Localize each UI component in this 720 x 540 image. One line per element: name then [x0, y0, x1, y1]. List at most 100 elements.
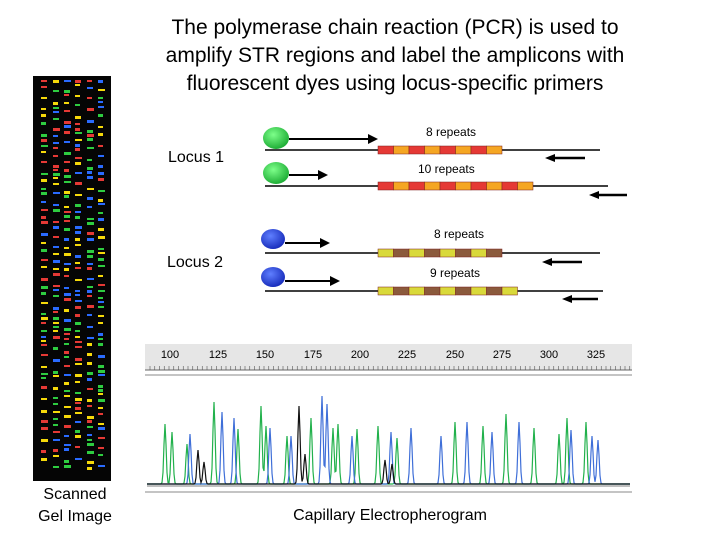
- gel-band: [41, 458, 47, 461]
- tick-label-250: 250: [446, 349, 464, 361]
- gel-band: [64, 125, 71, 128]
- gel-band: [53, 253, 59, 255]
- gel-band: [98, 258, 104, 261]
- gel-band: [64, 390, 70, 392]
- gel-band: [87, 222, 94, 225]
- title-line-2: amplify STR regions and label the amplic…: [165, 44, 625, 67]
- gel-band: [87, 314, 92, 316]
- gel-band: [53, 307, 59, 310]
- gel-band: [64, 253, 71, 256]
- gel-band: [75, 128, 80, 131]
- gel-band: [53, 236, 59, 238]
- gel-band: [98, 106, 104, 108]
- gel-band: [41, 209, 48, 211]
- gel-band: [53, 403, 58, 405]
- gel-band: [98, 126, 103, 128]
- gel-band: [41, 134, 47, 137]
- gel-band: [75, 144, 80, 147]
- gel-band: [75, 84, 80, 86]
- gel-band: [87, 138, 93, 141]
- electropherogram-traces: [147, 395, 630, 487]
- gel-band: [64, 395, 70, 397]
- locus-2-allele-a-repeats: [377, 248, 503, 258]
- locus-2-allele-b-label: 9 repeats: [430, 266, 481, 280]
- gel-band: [41, 302, 48, 304]
- gel-band: [64, 131, 70, 134]
- tick-label-125: 125: [209, 349, 227, 361]
- gel-band: [87, 232, 94, 235]
- gel-band: [64, 415, 71, 418]
- gel-band: [98, 89, 105, 91]
- gel-band: [75, 363, 82, 365]
- gel-band: [53, 260, 60, 263]
- gel-band: [98, 385, 103, 388]
- gel-band: [64, 175, 71, 178]
- gel-band: [98, 101, 103, 103]
- gel-band: [53, 411, 60, 413]
- gel-band: [41, 344, 47, 346]
- locus-1-allele-b-reverse-primer: [589, 191, 627, 199]
- gel-band: [75, 430, 80, 433]
- gel-band: [87, 134, 94, 137]
- gel-band: [75, 412, 82, 414]
- gel-band: [87, 451, 94, 454]
- gel-band: [41, 278, 48, 281]
- gel-band: [64, 110, 70, 112]
- tick-label-300: 300: [540, 349, 558, 361]
- gel-band: [41, 317, 48, 320]
- gel-band: [53, 80, 59, 83]
- gel-band: [98, 165, 103, 168]
- gel-band: [75, 139, 82, 141]
- gel-band: [64, 141, 70, 143]
- gel-band: [53, 273, 60, 276]
- gel-band: [98, 365, 104, 368]
- gel-band: [98, 389, 103, 392]
- gel-band: [64, 102, 69, 104]
- gel-band: [64, 406, 71, 408]
- gel-band: [75, 435, 81, 438]
- gel-band: [64, 298, 71, 301]
- gel-band: [64, 181, 71, 183]
- gel-band: [53, 347, 58, 350]
- gel-band: [41, 366, 47, 368]
- gel-band: [53, 155, 58, 157]
- gel-band: [75, 267, 81, 269]
- gel-band: [41, 313, 46, 315]
- gel-band: [41, 259, 48, 261]
- gel-band: [87, 290, 92, 293]
- gel-band: [64, 215, 70, 218]
- gel-band: [64, 191, 70, 194]
- locus-2-allele-b-dye: [261, 267, 285, 287]
- gel-band: [53, 439, 60, 441]
- locus-2-allele-a-forward-primer: [285, 238, 330, 248]
- gel-band: [87, 218, 94, 220]
- gel-band: [75, 458, 82, 460]
- gel-band: [98, 236, 105, 239]
- gel-band: [41, 410, 47, 413]
- gel-band: [87, 420, 92, 423]
- gel-band: [87, 416, 94, 419]
- gel-band: [75, 446, 80, 448]
- gel-band: [41, 151, 46, 153]
- gel-band: [75, 182, 82, 185]
- gel-band: [98, 465, 105, 467]
- gel-band: [75, 231, 81, 234]
- gel-band: [75, 402, 81, 404]
- gel-band: [41, 373, 48, 375]
- gel-band: [53, 128, 60, 131]
- gel-band: [87, 443, 94, 446]
- gel-band: [41, 427, 48, 430]
- gel-band: [75, 398, 82, 401]
- gel-band: [64, 80, 71, 82]
- gel-caption-line-2: Gel Image: [38, 508, 112, 525]
- gel-band: [53, 455, 59, 457]
- gel-band: [75, 244, 81, 246]
- gel-band: [87, 250, 94, 253]
- gel-band: [64, 238, 69, 241]
- gel-band: [98, 228, 104, 231]
- electropherogram-caption: Capillary Electropherogram: [293, 507, 487, 524]
- locus-1-allele-a-forward-primer: [289, 134, 378, 144]
- gel-band: [98, 393, 103, 395]
- gel-band: [75, 381, 80, 383]
- gel-band: [87, 87, 93, 89]
